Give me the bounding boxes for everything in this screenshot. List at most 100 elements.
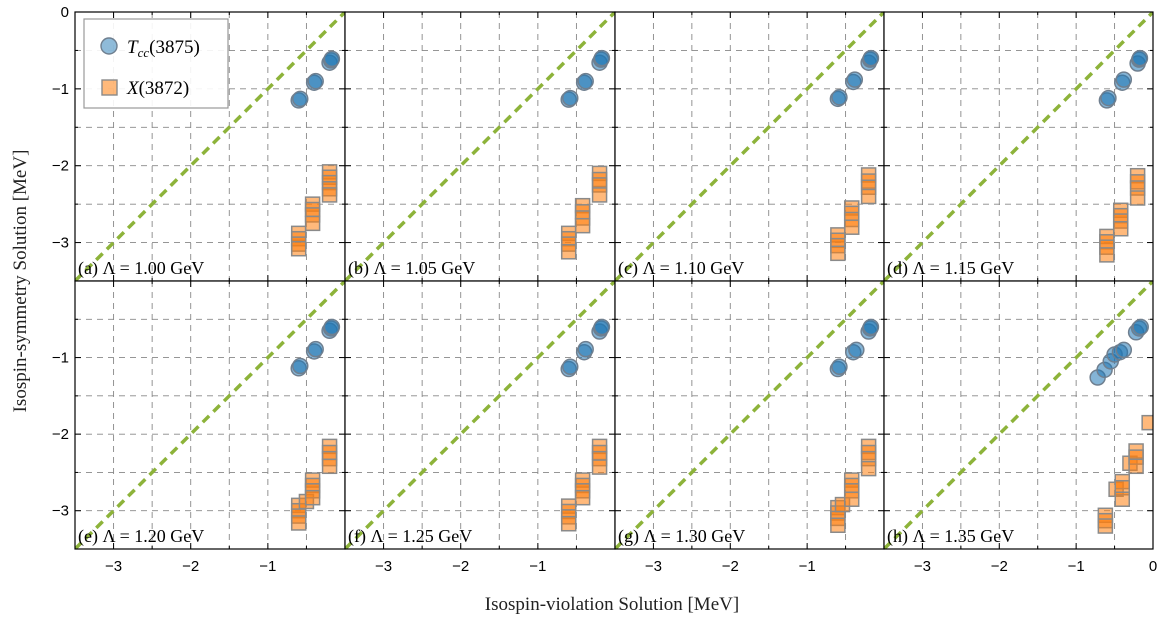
reference-diagonal-line xyxy=(884,281,1153,549)
ticks-layer: −3 −2 −1 −3 −2 −1 −3 −2 −1 −3 −2 −1 0 0 −1 −2 −3 −1 −2 −3 xyxy=(52,4,1157,575)
x3872-point xyxy=(1128,458,1144,475)
x3872-point xyxy=(304,215,321,232)
y-tick-label: −2 xyxy=(52,158,69,175)
tcc3875-point xyxy=(562,89,579,107)
tcc3875-point xyxy=(323,318,341,336)
tcc3875-point xyxy=(307,340,324,358)
x3872-point xyxy=(321,187,338,203)
tcc3875-point xyxy=(846,71,864,88)
panel-markers xyxy=(290,50,341,257)
x-tick-label: −3 xyxy=(645,558,662,575)
x-tick-label: −2 xyxy=(991,558,1008,575)
panel-label: (b) Λ = 1.05 GeV xyxy=(348,258,475,279)
panel-h: (h) Λ = 1.35 GeV xyxy=(883,280,1154,550)
x3872-point xyxy=(843,219,860,235)
y-tick-label: −1 xyxy=(52,350,69,367)
x-tick-label: −1 xyxy=(1068,558,1085,575)
panels-layer: (a) Λ = 1.00 GeV (b) Λ = 1.05 GeV (c) Λ = … xyxy=(74,11,1154,550)
panel-c: (c) Λ = 1.10 GeV xyxy=(614,11,885,282)
x3872-point xyxy=(290,240,307,257)
reference-diagonal-line xyxy=(615,281,884,549)
x3872-point xyxy=(860,460,877,477)
panel-label: (e) Λ = 1.20 GeV xyxy=(78,526,204,547)
y-tick-label: −1 xyxy=(52,81,69,98)
panel-grid xyxy=(884,12,1153,281)
x-tick-label: −1 xyxy=(799,558,816,575)
legend-entry-tcc: Tcc(3875) xyxy=(127,37,200,60)
reference-diagonal-line xyxy=(75,281,345,549)
x3872-point xyxy=(574,489,591,506)
x3872-point xyxy=(304,489,321,506)
x-axis-title: Isospin-violation Solution [MeV] xyxy=(485,594,739,615)
panel-label: (g) Λ = 1.30 GeV xyxy=(618,526,745,547)
panel-label: (a) Λ = 1.00 GeV xyxy=(78,258,204,279)
tcc3875-point xyxy=(831,358,848,376)
tcc3875-point xyxy=(292,357,309,375)
panel-markers xyxy=(829,318,880,534)
reference-diagonal-line xyxy=(615,12,884,281)
x3872-point xyxy=(290,515,307,531)
tcc3875-point xyxy=(1100,89,1117,107)
panel-grid xyxy=(345,12,615,281)
panel-markers xyxy=(1098,49,1149,263)
panel-label: (c) Λ = 1.10 GeV xyxy=(618,258,744,279)
panel-grid xyxy=(884,281,1153,549)
reference-diagonal-line xyxy=(345,281,615,549)
panel-grid xyxy=(615,281,884,549)
panel-g: (g) Λ = 1.30 GeV xyxy=(614,280,885,550)
y-tick-label: −3 xyxy=(52,503,69,520)
x-tick-label: −3 xyxy=(914,558,931,575)
x3872-point xyxy=(1097,518,1114,534)
panel-grid xyxy=(615,12,884,281)
x3872-point xyxy=(1099,247,1115,263)
x3872-point xyxy=(830,245,846,262)
x3872-point xyxy=(843,491,860,507)
legend: Tcc(3875) X(3872) xyxy=(83,18,229,109)
tcc3875-point xyxy=(593,318,611,336)
tcc3875-point xyxy=(577,340,594,358)
x3872-point xyxy=(1112,220,1129,237)
panel-label: (f) Λ = 1.25 GeV xyxy=(348,526,472,547)
panel-markers xyxy=(560,49,611,260)
tcc3875-point xyxy=(1115,71,1133,88)
tcc3875-point xyxy=(307,72,324,90)
tcc3875-point xyxy=(831,89,848,106)
x-tick-label: 0 xyxy=(1149,558,1157,575)
x-tick-label: −3 xyxy=(375,558,392,575)
tcc3875-point xyxy=(577,72,594,90)
x-tick-label: −2 xyxy=(182,558,199,575)
tcc3875-point xyxy=(593,49,611,67)
panel-b: (b) Λ = 1.05 GeV xyxy=(344,11,616,282)
legend-circle-marker xyxy=(100,37,118,55)
legend-entry-x3872: X(3872) xyxy=(126,78,189,99)
x3872-point xyxy=(560,244,577,260)
tcc3875-point xyxy=(862,49,880,67)
panel-label: (h) Λ = 1.35 GeV xyxy=(887,526,1014,547)
tcc3875-point xyxy=(1132,318,1149,336)
reference-diagonal-line xyxy=(884,12,1153,281)
y-tick-label: 0 xyxy=(61,4,69,21)
tcc3875-point xyxy=(292,90,309,108)
tcc3875-point xyxy=(1131,49,1149,67)
x3872-point xyxy=(321,458,338,475)
x3872-point xyxy=(1114,491,1131,507)
x-tick-label: −3 xyxy=(105,558,122,575)
y-tick-label: −2 xyxy=(52,426,69,443)
x-tick-label: −2 xyxy=(452,558,469,575)
x3872-point xyxy=(860,188,877,205)
tcc3875-point xyxy=(862,318,880,336)
panel-markers xyxy=(1089,318,1153,534)
tcc3875-point xyxy=(323,50,341,68)
panel-f: (f) Λ = 1.25 GeV xyxy=(344,280,616,550)
x3872-point xyxy=(560,515,577,532)
x3872-point xyxy=(1129,190,1146,206)
tcc3875-point xyxy=(848,341,865,359)
tcc3875-point xyxy=(562,358,579,376)
x3872-point xyxy=(830,517,846,534)
panel-label: (d) Λ = 1.15 GeV xyxy=(887,258,1014,279)
x-tick-label: −1 xyxy=(529,558,546,575)
x-tick-label: −1 xyxy=(259,558,276,575)
panel-e: (e) Λ = 1.20 GeV xyxy=(74,280,346,550)
x3872-point xyxy=(591,187,608,203)
